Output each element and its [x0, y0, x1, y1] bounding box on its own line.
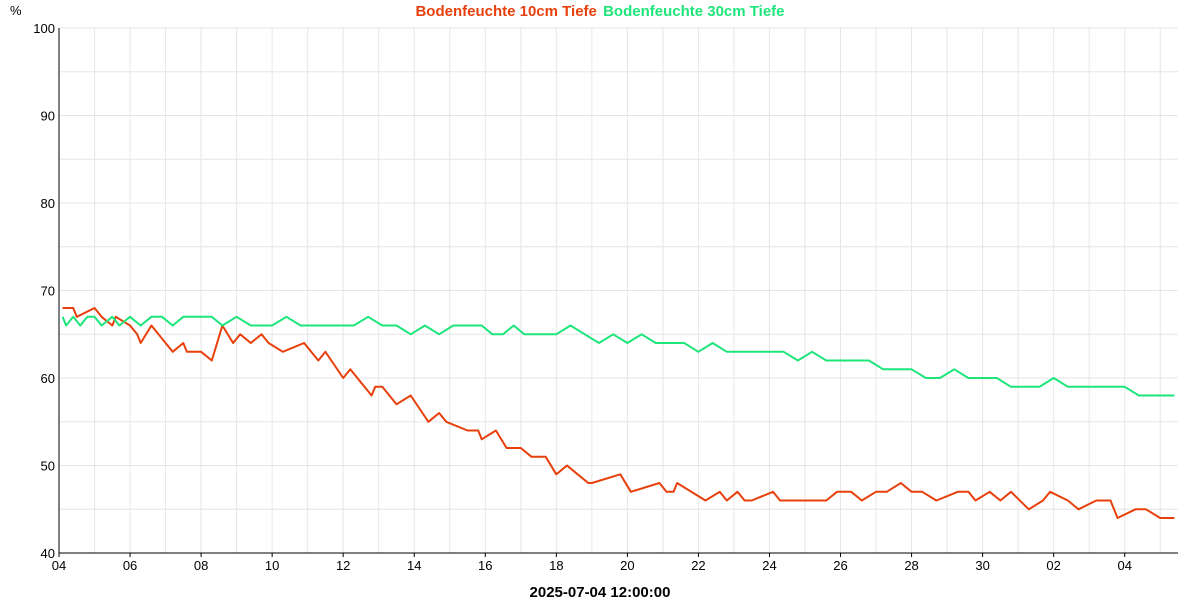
x-tick-label: 26: [833, 558, 847, 573]
x-tick-label: 08: [194, 558, 208, 573]
x-tick-label: 12: [336, 558, 350, 573]
x-tick-label: 06: [123, 558, 137, 573]
series-lines: [61, 307, 1175, 519]
y-tick-label: 90: [41, 109, 55, 124]
x-tick-label: 02: [1046, 558, 1060, 573]
y-tick-label: 60: [41, 371, 55, 386]
axes: [58, 28, 1178, 557]
y-tick-label: 70: [41, 284, 55, 299]
y-tick-label: 40: [41, 546, 55, 561]
y-tick-label: 80: [41, 196, 55, 211]
tick-labels: 40 50 60 70 80 90 100 04 06 08 10 12 14 16 18 20 22 24 26 2…: [33, 21, 1132, 573]
series-line-1[interactable]: [61, 315, 1175, 397]
series-line-0[interactable]: [62, 307, 1175, 519]
x-tick-label: 28: [904, 558, 918, 573]
y-tick-label: 100: [33, 21, 55, 36]
x-tick-label: 20: [620, 558, 634, 573]
x-tick-label: 04: [52, 558, 66, 573]
x-tick-label: 24: [762, 558, 776, 573]
chart-legend: Bodenfeuchte 10cm Tiefe Bodenfeuchte 30c…: [0, 3, 1200, 20]
x-tick-label: 04: [1117, 558, 1131, 573]
x-tick-label: 14: [407, 558, 421, 573]
y-unit-label: %: [10, 3, 22, 18]
grid-lines: [58, 27, 1178, 554]
x-tick-label: 18: [549, 558, 563, 573]
legend-entry-10cm[interactable]: Bodenfeuchte 10cm Tiefe: [415, 3, 597, 20]
legend-entry-30cm[interactable]: Bodenfeuchte 30cm Tiefe: [603, 3, 785, 20]
x-tick-label: 30: [975, 558, 989, 573]
x-axis-title: 2025-07-04 12:00:00: [529, 584, 671, 601]
x-tick-label: 10: [265, 558, 279, 573]
x-tick-label: 22: [691, 558, 705, 573]
x-tick-label: 16: [478, 558, 492, 573]
y-tick-label: 50: [41, 459, 55, 474]
